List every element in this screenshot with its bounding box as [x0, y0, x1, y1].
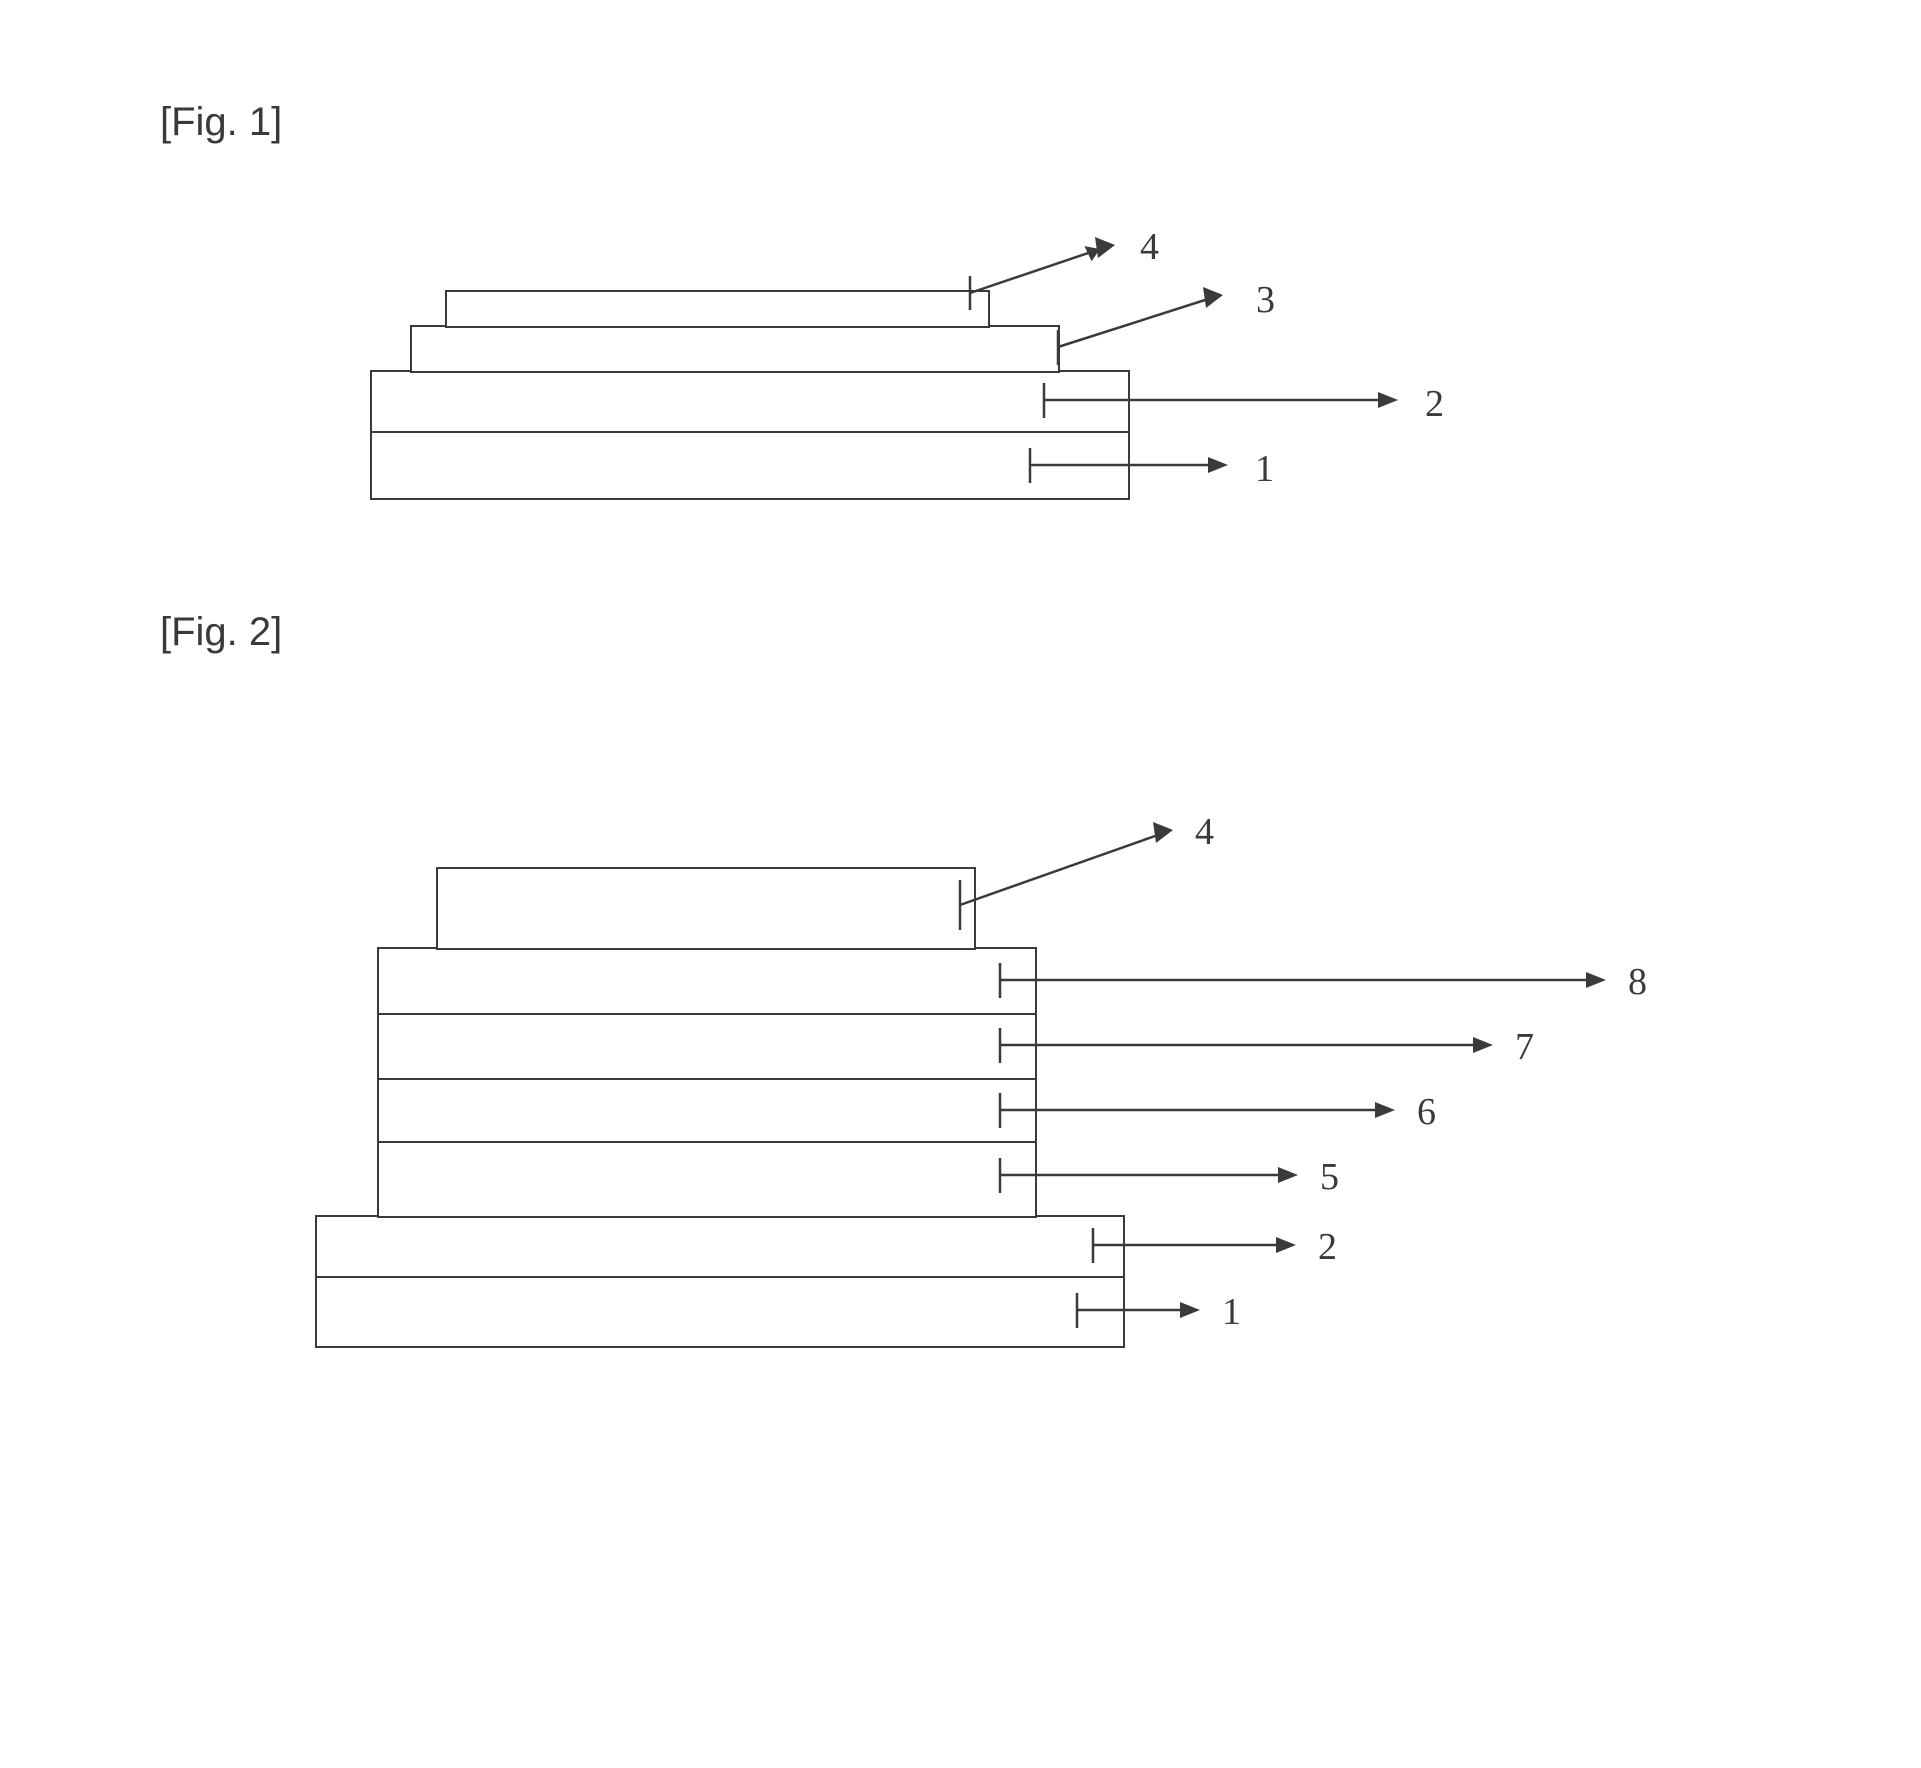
fig2-label-1: 1 [1222, 1290, 1241, 1334]
fig2-arrow-1 [0, 0, 1921, 1768]
page-container: [Fig. 1] 4 3 2 1 [Fig. 2] [0, 0, 1921, 1768]
